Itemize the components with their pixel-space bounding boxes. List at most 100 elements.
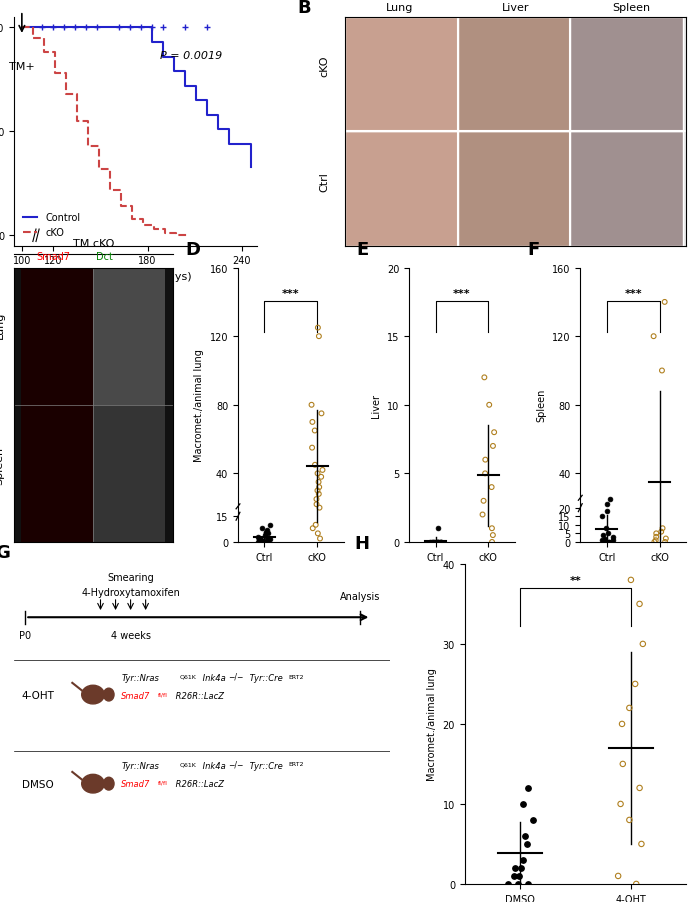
Point	[486, 535, 498, 549]
Text: ***: ***	[453, 289, 471, 299]
cKO	[94, 164, 103, 175]
Control	[181, 81, 190, 92]
Text: ***: ***	[282, 289, 300, 299]
Text: R26R::LacZ: R26R::LacZ	[173, 692, 224, 701]
Point	[307, 415, 318, 429]
Point	[435, 535, 446, 549]
Text: Spleen: Spleen	[0, 446, 4, 484]
Point	[307, 441, 318, 456]
Control	[126, 23, 134, 34]
Text: Ctrl: Ctrl	[320, 171, 330, 191]
cKO	[117, 201, 125, 212]
Point	[259, 529, 270, 543]
cKO	[50, 69, 59, 79]
cKO	[183, 231, 191, 242]
Point	[262, 535, 273, 549]
Text: fl/fl: fl/fl	[158, 692, 168, 697]
Control	[247, 162, 256, 173]
Line: Control: Control	[22, 29, 251, 168]
cKO	[29, 33, 37, 44]
cKO	[83, 142, 92, 152]
Control	[71, 23, 80, 34]
Point	[262, 527, 274, 541]
Point	[435, 535, 446, 549]
Point	[605, 492, 616, 507]
Point	[617, 717, 628, 732]
Point	[657, 364, 668, 378]
Text: ERT2: ERT2	[288, 674, 304, 679]
Point	[480, 453, 491, 467]
Point	[317, 464, 328, 478]
Text: R26R::LacZ: R26R::LacZ	[173, 779, 224, 788]
Control	[104, 23, 113, 34]
cKO	[106, 185, 114, 196]
Point	[314, 531, 326, 546]
Y-axis label: Liver: Liver	[372, 393, 382, 418]
Point	[509, 869, 520, 883]
Control	[170, 67, 178, 78]
Point	[431, 535, 442, 549]
Legend: Control, cKO: Control, cKO	[19, 209, 84, 242]
Bar	[570, 18, 682, 133]
Text: Ink4a: Ink4a	[200, 674, 226, 683]
Point	[484, 398, 495, 412]
Point	[601, 497, 612, 511]
Point	[314, 501, 325, 515]
Point	[651, 527, 662, 541]
Point	[608, 530, 619, 545]
Text: Tyr::Nras: Tyr::Nras	[121, 760, 159, 769]
Point	[510, 861, 521, 875]
Bar	[570, 133, 682, 246]
Control	[93, 23, 102, 34]
Point	[306, 398, 317, 412]
Point	[598, 529, 609, 543]
Bar	[345, 18, 458, 133]
Point	[603, 535, 615, 549]
Point	[486, 481, 497, 495]
Text: Tyr::Cre: Tyr::Cre	[247, 760, 283, 769]
Point	[256, 533, 267, 548]
Text: Spleen: Spleen	[612, 4, 650, 14]
Point	[637, 637, 648, 651]
Text: 4-OHT: 4-OHT	[22, 690, 55, 700]
Point	[615, 796, 626, 811]
Text: Tyr::Nras: Tyr::Nras	[121, 674, 159, 683]
Point	[487, 439, 498, 454]
Point	[262, 535, 274, 549]
Text: G: G	[0, 544, 10, 562]
cKO	[139, 220, 147, 231]
Control	[203, 110, 211, 121]
cKO	[40, 48, 48, 59]
Point	[597, 533, 608, 548]
Text: **: **	[570, 575, 581, 585]
Y-axis label: Macromet./animal lung: Macromet./animal lung	[194, 349, 204, 462]
Point	[312, 527, 323, 541]
Point	[596, 510, 608, 524]
Point	[260, 525, 272, 539]
Point	[260, 535, 272, 549]
Point	[607, 533, 618, 548]
Ellipse shape	[82, 775, 104, 793]
Point	[649, 535, 660, 549]
Point	[311, 492, 322, 507]
Text: Lung: Lung	[386, 4, 414, 14]
Point	[424, 535, 435, 549]
Text: Smad7: Smad7	[121, 692, 150, 701]
Point	[314, 481, 325, 495]
Point	[634, 597, 645, 612]
Point	[513, 869, 524, 883]
Point	[631, 877, 642, 891]
Point	[660, 531, 671, 546]
Point	[624, 813, 635, 827]
Ellipse shape	[82, 686, 104, 704]
Control	[225, 139, 233, 150]
Point	[312, 483, 323, 498]
Text: Smad7: Smad7	[121, 779, 150, 788]
Point	[503, 877, 514, 891]
Text: −/−: −/−	[228, 672, 244, 681]
Point	[307, 521, 318, 536]
Text: D: D	[185, 241, 200, 259]
Control	[214, 124, 223, 135]
Point	[629, 676, 641, 691]
Text: E: E	[356, 241, 368, 259]
